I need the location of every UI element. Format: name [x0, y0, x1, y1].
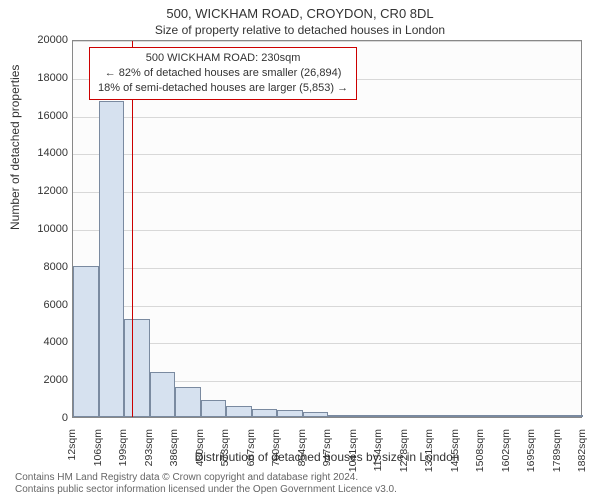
gridline — [73, 230, 581, 231]
histogram-bar — [481, 415, 507, 417]
copyright-line-2: Contains public sector information licen… — [15, 484, 397, 496]
copyright-line-1: Contains HM Land Registry data © Crown c… — [15, 472, 397, 484]
y-tick-label: 0 — [28, 412, 68, 424]
chart-title: 500, WICKHAM ROAD, CROYDON, CR0 8DL — [0, 0, 600, 21]
y-tick-label: 14000 — [28, 147, 68, 159]
histogram-bar — [430, 415, 456, 417]
histogram-bar — [379, 415, 405, 417]
x-tick-label: 1695sqm — [525, 429, 537, 472]
gridline — [73, 41, 581, 42]
histogram-bar — [99, 101, 125, 417]
x-tick-label: 106sqm — [92, 429, 104, 466]
histogram-bar — [328, 415, 354, 417]
histogram-bar — [277, 410, 303, 417]
histogram-bar — [73, 266, 99, 417]
y-tick-label: 18000 — [28, 72, 68, 84]
info-line-3: 18% of semi-detached houses are larger (… — [98, 81, 348, 96]
histogram-bar — [405, 415, 431, 417]
copyright-notice: Contains HM Land Registry data © Crown c… — [15, 472, 397, 496]
histogram-bar — [354, 415, 380, 417]
x-tick-label: 854sqm — [296, 429, 308, 466]
histogram-bar — [201, 400, 227, 417]
histogram-bar — [303, 412, 329, 417]
info-line-2: ← 82% of detached houses are smaller (26… — [98, 66, 348, 81]
y-tick-label: 10000 — [28, 223, 68, 235]
y-tick-label: 4000 — [28, 336, 68, 348]
x-tick-label: 573sqm — [219, 429, 231, 466]
y-axis-label: Number of detached properties — [8, 65, 22, 230]
gridline — [73, 117, 581, 118]
histogram-bar — [175, 387, 201, 417]
x-tick-label: 1134sqm — [372, 429, 384, 471]
x-tick-label: 760sqm — [270, 429, 282, 466]
x-tick-label: 386sqm — [168, 429, 180, 466]
gridline — [73, 306, 581, 307]
info-line-1: 500 WICKHAM ROAD: 230sqm — [98, 51, 348, 66]
y-tick-label: 20000 — [28, 34, 68, 46]
histogram-bar — [532, 415, 558, 417]
x-tick-label: 1415sqm — [449, 429, 461, 472]
x-tick-label: 947sqm — [321, 429, 333, 466]
y-tick-label: 6000 — [28, 299, 68, 311]
gridline — [73, 154, 581, 155]
histogram-bar — [456, 415, 482, 417]
histogram-bar — [124, 319, 150, 417]
x-tick-label: 1228sqm — [398, 429, 410, 472]
histogram-bar — [226, 406, 252, 417]
gridline — [73, 268, 581, 269]
x-tick-label: 1789sqm — [551, 429, 563, 472]
x-tick-label: 667sqm — [245, 429, 257, 466]
y-tick-label: 8000 — [28, 261, 68, 273]
x-tick-label: 199sqm — [117, 429, 129, 466]
histogram-bar — [558, 415, 584, 417]
plot-area: 500 WICKHAM ROAD: 230sqm ← 82% of detach… — [72, 40, 582, 418]
x-tick-label: 1041sqm — [347, 429, 359, 472]
x-tick-label: 1508sqm — [474, 429, 486, 472]
histogram-chart: 500, WICKHAM ROAD, CROYDON, CR0 8DL Size… — [0, 0, 600, 500]
x-tick-label: 1602sqm — [500, 429, 512, 472]
x-tick-label: 293sqm — [143, 429, 155, 466]
x-tick-label: 480sqm — [194, 429, 206, 466]
chart-subtitle: Size of property relative to detached ho… — [0, 21, 600, 37]
x-tick-label: 1882sqm — [576, 429, 588, 472]
histogram-bar — [150, 372, 176, 417]
y-tick-label: 2000 — [28, 374, 68, 386]
x-tick-label: 12sqm — [66, 429, 78, 461]
marker-info-box: 500 WICKHAM ROAD: 230sqm ← 82% of detach… — [89, 47, 357, 100]
gridline — [73, 192, 581, 193]
histogram-bar — [507, 415, 533, 417]
y-tick-label: 16000 — [28, 110, 68, 122]
histogram-bar — [252, 409, 278, 417]
x-tick-label: 1321sqm — [423, 429, 435, 472]
y-tick-label: 12000 — [28, 185, 68, 197]
